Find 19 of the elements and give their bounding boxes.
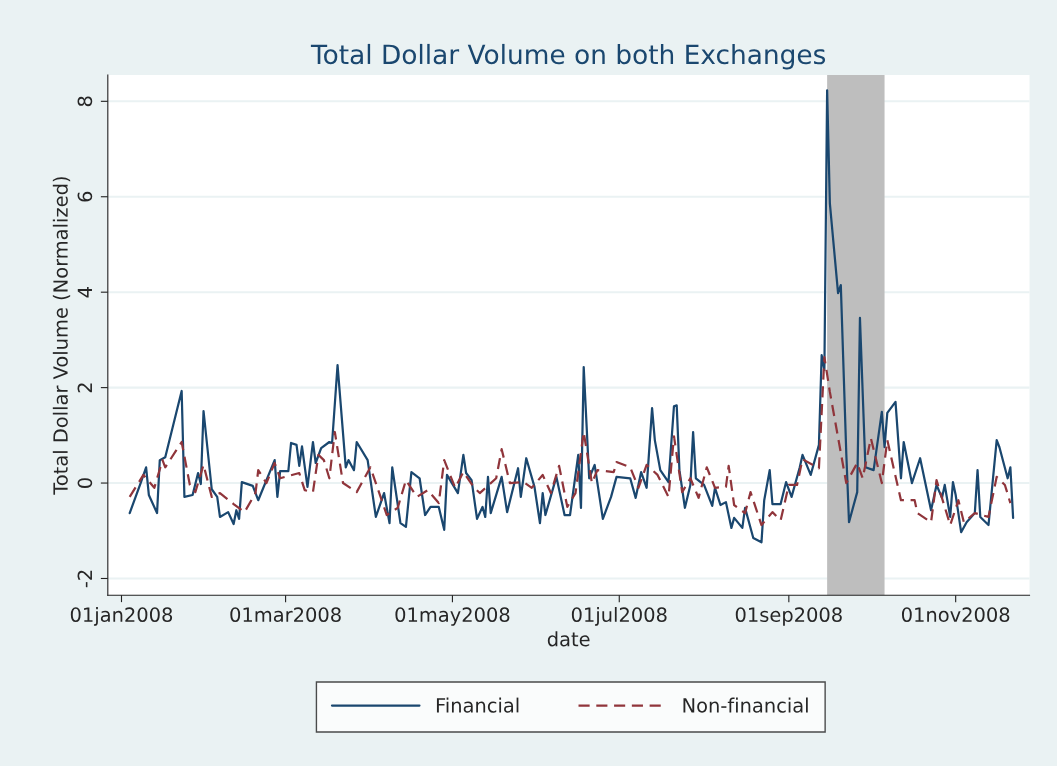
y-tick-label: 0 <box>77 478 93 488</box>
legend-label: Non-financial <box>683 697 808 713</box>
y-tick-label: 8 <box>77 96 93 107</box>
x-tick-label: 01nov2008 <box>901 607 1010 623</box>
legend-label: Financial <box>436 697 519 713</box>
y-tick-label: 4 <box>77 287 92 298</box>
x-tick-label: 01sep2008 <box>735 607 842 626</box>
x-tick-label: 01jan2008 <box>70 606 173 626</box>
line-series <box>128 89 1015 544</box>
x-tick-label: 01jul2008 <box>571 606 667 626</box>
y-tick-label: -2 <box>77 570 92 588</box>
y-tick-label: 6 <box>77 191 93 202</box>
chart-title: Total Dollar Volume on both Exchanges <box>310 43 826 70</box>
y-axis-title: Total Dollar Volume (Normalized) <box>52 177 71 495</box>
x-axis-title: date <box>547 631 590 647</box>
line-series <box>128 355 1012 527</box>
x-tick-label: 01mar2008 <box>230 607 341 623</box>
x-tick-label: 01may2008 <box>395 607 510 626</box>
y-tick-label: 2 <box>77 383 92 393</box>
